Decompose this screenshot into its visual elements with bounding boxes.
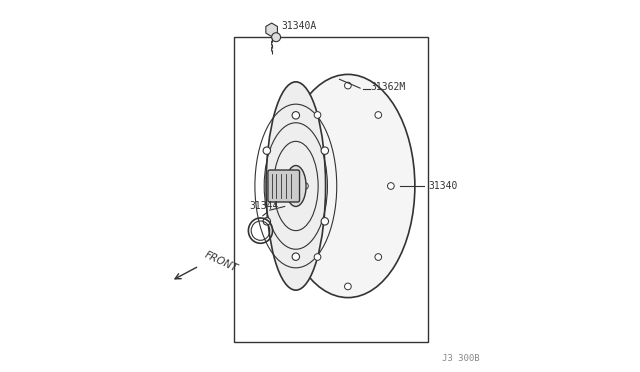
Circle shape	[263, 218, 271, 225]
Circle shape	[321, 147, 328, 154]
Circle shape	[271, 33, 280, 42]
FancyBboxPatch shape	[268, 170, 300, 202]
Circle shape	[292, 253, 300, 260]
Circle shape	[344, 82, 351, 89]
Circle shape	[263, 147, 271, 154]
Text: 31340: 31340	[428, 181, 457, 191]
Text: 31344: 31344	[250, 202, 278, 211]
Circle shape	[292, 112, 300, 119]
Ellipse shape	[285, 166, 306, 206]
Circle shape	[321, 218, 328, 225]
Circle shape	[344, 283, 351, 290]
Circle shape	[314, 112, 321, 118]
Text: J3 300B: J3 300B	[442, 354, 480, 363]
Ellipse shape	[281, 74, 415, 298]
Circle shape	[301, 183, 308, 189]
Circle shape	[375, 112, 381, 118]
Ellipse shape	[266, 82, 326, 290]
Bar	[234, 37, 428, 342]
Circle shape	[375, 254, 381, 260]
Circle shape	[314, 254, 321, 260]
Text: 31340A: 31340A	[281, 21, 316, 31]
Text: FRONT: FRONT	[203, 250, 239, 274]
Text: 31362M: 31362M	[370, 83, 406, 92]
Circle shape	[387, 183, 394, 189]
